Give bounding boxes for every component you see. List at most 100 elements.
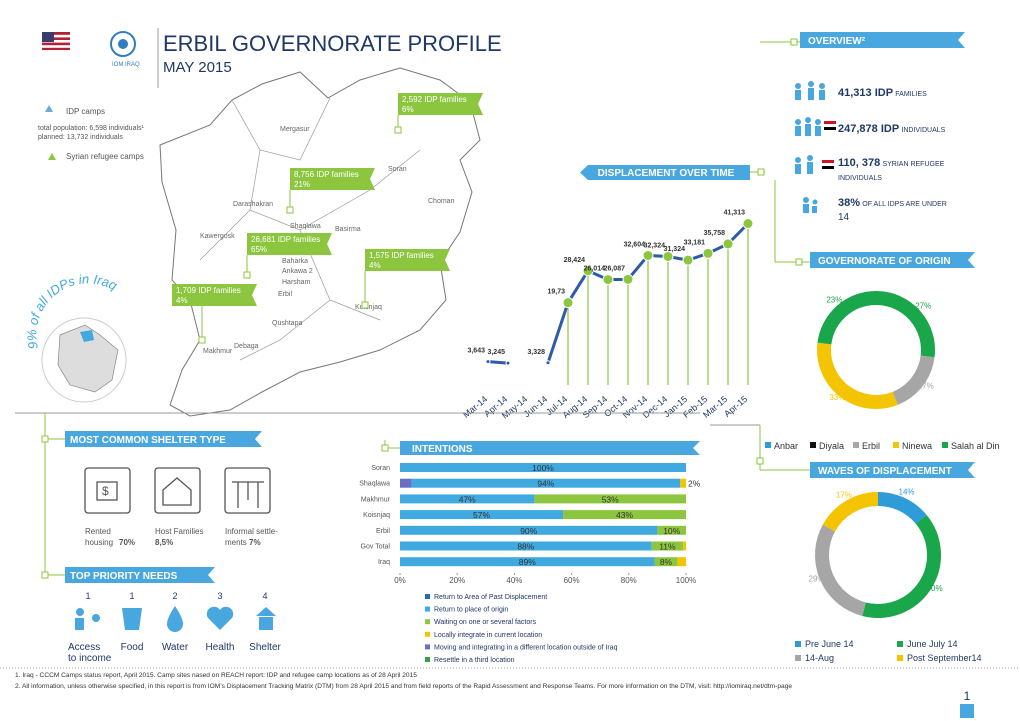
point (505, 360, 511, 366)
place-label: Mergasur (280, 126, 310, 133)
value-label: 53% (602, 494, 619, 504)
point (662, 250, 674, 262)
row-label: Erbil (376, 528, 390, 535)
bar-segment (534, 494, 686, 504)
legend-label: 14-Aug (805, 653, 834, 663)
point (562, 297, 574, 309)
bar-segment (654, 557, 678, 567)
legend-swatch (765, 442, 771, 448)
connector-node (790, 38, 798, 46)
bar-segment (677, 557, 686, 567)
place-label: Darashakran (233, 201, 273, 208)
point (485, 359, 491, 365)
value-label: 35,758 (704, 230, 726, 237)
overview-item: 41,313 IDP FAMILIES (838, 87, 927, 99)
legend-swatch (897, 655, 903, 661)
value-label: 11% (659, 542, 676, 552)
figure-text: SYRIAN REFUGEE (882, 161, 944, 168)
x-tick-label: 80% (621, 576, 637, 585)
x-tick-label: 20% (449, 576, 465, 585)
legend-label: Resettle in a third location (434, 657, 515, 664)
value-label: 8% (660, 557, 673, 567)
place-label: Soran (388, 166, 407, 173)
overview-item: 110, 378 SYRIAN REFUGEE (838, 157, 945, 169)
value-label: 33% (829, 393, 845, 402)
overview-item: 38% OF ALL IDPS ARE UNDER (838, 197, 947, 209)
refugee-camp-icon (48, 153, 56, 160)
callout-families: 26,681 IDP families (251, 235, 320, 244)
legend-swatch (795, 641, 801, 647)
legend-label: Salah al Din (951, 441, 1000, 451)
value-label: 32,604 (624, 241, 646, 248)
value-label: 32,324 (644, 242, 666, 249)
shelter-icons (84, 467, 271, 514)
point (602, 274, 614, 286)
value-label: 47% (459, 494, 476, 504)
dollar-icon: $ (102, 484, 109, 498)
row-label: Koisnjaq (363, 512, 390, 519)
callout-flag (365, 249, 450, 271)
value-label: 90% (520, 526, 537, 536)
donut-segment (862, 514, 941, 618)
page-tab (960, 704, 974, 718)
legend-swatch (425, 619, 430, 625)
row-label: Shaqlawa (359, 481, 390, 488)
bar-segment (400, 557, 655, 567)
place-label: Makhmur (203, 348, 233, 355)
legend-swatch (425, 606, 430, 612)
bar-segment (400, 463, 686, 472)
value-label: 19,73 (547, 289, 565, 296)
place-label: Choman (428, 198, 455, 205)
figure: 110, 378 (838, 157, 880, 169)
row-label: Iraq (378, 559, 390, 566)
legend-label: June July 14 (907, 639, 958, 649)
need-label: Health (206, 642, 235, 653)
overview-title: OVERVIEW² (808, 36, 866, 47)
donut-segment (817, 342, 898, 409)
value-label: 100% (532, 463, 554, 473)
origin-banner (810, 252, 975, 268)
title: ERBIL GOVERNORATE PROFILE (163, 31, 502, 56)
place-label: Baharka (282, 258, 308, 265)
value-label: 23% (826, 296, 842, 305)
rank: 1 (129, 591, 134, 601)
callout-flag (247, 233, 332, 255)
needs-banner (65, 567, 215, 583)
value-label: 89% (519, 557, 536, 567)
place-label: Ankawa 2 (282, 268, 313, 275)
callout-node (286, 206, 294, 214)
legend-label: Waiting on one or several factors (434, 619, 537, 626)
x-tick-label: Apr-15 (722, 394, 749, 419)
overview-banner (800, 32, 965, 48)
callout-node (198, 336, 206, 344)
bar-segment (563, 510, 686, 520)
rank: 2 (172, 591, 177, 601)
legend-label: Diyala (819, 441, 844, 451)
x-tick-label: 40% (506, 576, 522, 585)
place-label: Kawergosk (200, 233, 235, 240)
figure-text: INDIVIDUALS (838, 175, 882, 182)
origin-title: GOVERNORATE OF ORIGIN (818, 256, 951, 267)
bar-segment (400, 525, 658, 535)
value-label: 17% (836, 490, 852, 499)
figure-text: 14 (838, 212, 850, 223)
point (582, 265, 594, 277)
bar-segment (651, 541, 684, 551)
legend-population: total population: 6,598 individuals¹ (38, 125, 145, 132)
x-tick-label: 100% (676, 576, 696, 585)
shelter-title: MOST COMMON SHELTER TYPE (70, 435, 226, 446)
legend-label: Moving and integrating in a different lo… (434, 644, 618, 651)
legend-swatch (853, 442, 859, 448)
callout-families: 8,756 IDP families (294, 170, 359, 179)
need-label: Food (121, 642, 144, 653)
callout-share: 4% (369, 261, 381, 270)
iom-logo (110, 31, 136, 57)
bar-segment (657, 525, 686, 535)
legend-label: Return to place of origin (434, 607, 508, 614)
figure: 247,878 IDP (838, 123, 899, 135)
callout-flag (398, 93, 483, 115)
legend-swatch (893, 442, 899, 448)
need-label: to income (68, 653, 112, 664)
footnote: 1. Iraq - CCCM Camps status report, Apri… (15, 672, 417, 679)
legend-swatch (810, 442, 816, 448)
